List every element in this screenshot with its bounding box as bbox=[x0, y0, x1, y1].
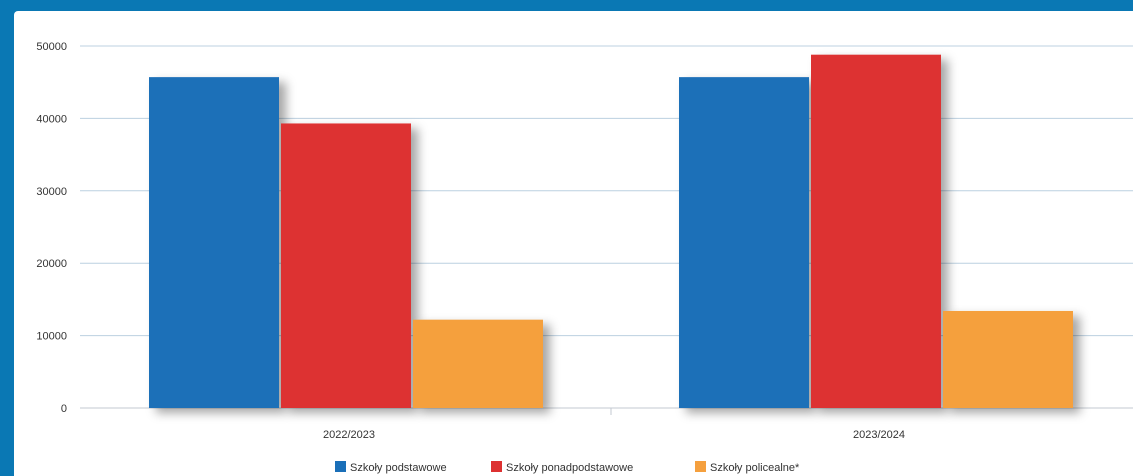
x-tick-label: 2022/2023 bbox=[323, 429, 375, 441]
y-tick-label: 20000 bbox=[36, 258, 67, 270]
bar bbox=[811, 54, 941, 409]
bar bbox=[281, 123, 411, 408]
y-axis-ticks: 0 10000 20000 30000 40000 50000 bbox=[36, 41, 67, 415]
bar bbox=[943, 310, 1073, 408]
legend-label: Szkoły podstawowe bbox=[350, 462, 447, 474]
x-axis: 2022/2023 2023/2024 bbox=[323, 408, 905, 441]
y-tick-label: 40000 bbox=[36, 113, 67, 125]
x-tick-label: 2023/2024 bbox=[853, 429, 905, 441]
legend-label: Szkoły policealne* bbox=[710, 462, 800, 474]
legend-label: Szkoły ponadpodstawowe bbox=[506, 462, 633, 474]
bar-chart: 0 10000 20000 30000 40000 50000 2022/2023 2023… bbox=[36, 41, 1133, 474]
legend-swatch bbox=[335, 461, 346, 472]
bar-series bbox=[149, 54, 1073, 409]
y-tick-label: 30000 bbox=[36, 186, 67, 198]
bar bbox=[413, 319, 543, 408]
y-tick-label: 50000 bbox=[36, 41, 67, 53]
legend-swatch bbox=[491, 461, 502, 472]
y-tick-label: 10000 bbox=[36, 331, 67, 343]
legend-swatch bbox=[695, 461, 706, 472]
bar bbox=[679, 77, 809, 408]
y-tick-label: 0 bbox=[61, 403, 67, 415]
chart-panel: 0 10000 20000 30000 40000 50000 2022/2023 2023… bbox=[14, 11, 1133, 476]
bar bbox=[149, 77, 279, 408]
legend: Szkoły podstawowe Szkoły ponadpodstawowe S… bbox=[335, 461, 800, 474]
